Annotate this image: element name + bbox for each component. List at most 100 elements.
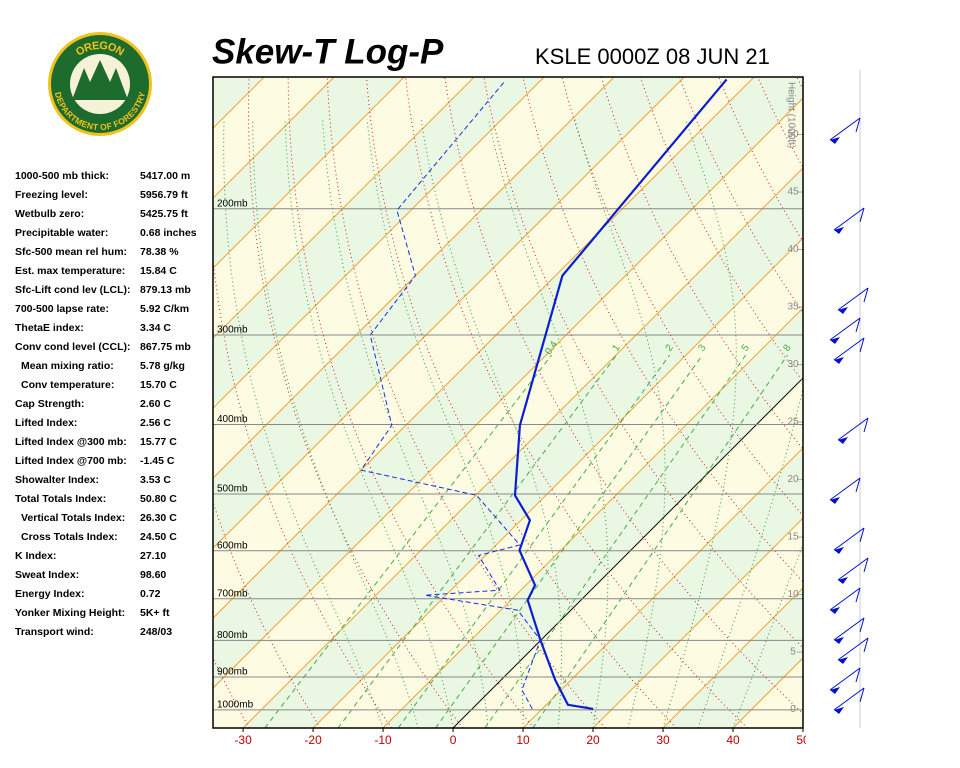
index-label: K Index: [15, 550, 56, 562]
dry-adiabat [248, 77, 464, 728]
isotherm [213, 77, 615, 479]
mixing-ratio-label: 3 [696, 342, 708, 353]
barb-feather [855, 667, 861, 683]
barb-flag [830, 607, 840, 614]
index-label: Freezing level: [15, 189, 88, 201]
isotherm [662, 587, 803, 728]
barb-staff [833, 337, 865, 361]
index-label: Transport wind: [15, 626, 94, 638]
y-tick-label: 900mb [217, 667, 248, 678]
mixing-ratio-line [397, 354, 671, 728]
moist-adiabat [574, 119, 666, 728]
index-label: Lifted Index @700 mb: [15, 455, 127, 467]
y2-tick-label: 25 [787, 417, 799, 428]
index-value: 867.75 mb [140, 341, 191, 353]
chart-title: Skew-T Log-P [212, 32, 444, 71]
index-label: Conv temperature: [21, 379, 114, 391]
moist-adiabat [284, 119, 454, 728]
y-tick-label: 700mb [217, 588, 248, 599]
index-label: Precipitable water: [15, 227, 108, 239]
isotherm [213, 77, 335, 199]
y2-tick-label: 0 [790, 704, 796, 715]
temperature-band [873, 77, 960, 728]
barb-flag [834, 637, 844, 644]
barb-flag [830, 137, 840, 144]
moist-adiabat [322, 119, 489, 728]
y2-tick-label: 5 [790, 647, 796, 658]
y-tick-label: 500mb [217, 484, 248, 495]
isotherm [213, 77, 475, 339]
index-value: 3.53 C [140, 474, 171, 486]
barb-staff [829, 667, 861, 691]
index-value: 5417.00 m [140, 170, 190, 182]
barb-staff [829, 117, 861, 141]
barb-flag [834, 227, 844, 234]
index-label: Total Totals Index: [15, 493, 106, 505]
moist-adiabat [697, 386, 803, 728]
barb-flag [834, 357, 844, 364]
dry-adiabat [522, 77, 803, 583]
barb-staff [837, 287, 869, 311]
y2-tick-label: 50 [787, 129, 799, 140]
barb-feather [863, 637, 869, 653]
barb-feather [859, 687, 865, 703]
y2-tick-label: 15 [787, 532, 799, 543]
moist-adiabat [662, 119, 737, 728]
moist-adiabat [420, 119, 563, 728]
y-tick-label: 600mb [217, 540, 248, 551]
barb-flag [838, 577, 848, 584]
barb-flag [838, 307, 848, 314]
plot: 1000mb 900mb 800mb 700mb 600mb 500mb 400mb 300m… [212, 76, 806, 747]
barb-staff [837, 637, 869, 661]
logo-top: OREGON [74, 40, 126, 59]
isotherm [213, 77, 405, 269]
index-value: 5956.79 ft [140, 189, 188, 201]
isotherm [802, 727, 803, 728]
isotherm [213, 97, 803, 689]
index-label: Est. max temperature: [15, 265, 125, 277]
mixing-ratio-label: 5 [740, 342, 752, 353]
isotherm [213, 77, 545, 409]
barb-staff [837, 417, 869, 441]
barb-staff [833, 207, 865, 231]
barb-feather [855, 477, 861, 493]
barb-flag [830, 687, 840, 694]
barb-flag [830, 337, 840, 344]
dewpoint-line [360, 81, 541, 710]
logo-text: OREGON [74, 40, 126, 59]
barb-flag [838, 657, 848, 664]
barb-staff [829, 477, 861, 501]
index-label: Sfc-Lift cond lev (LCL): [15, 284, 131, 296]
isotherm [382, 307, 803, 728]
isotherm [213, 77, 755, 619]
index-value: 0.72 [140, 588, 161, 600]
index-label: Lifted Index: [15, 417, 77, 429]
plot-background: 0.4 1 2 3 5 8 [213, 75, 960, 728]
barb-staff [833, 617, 865, 641]
index-label: Yonker Mixing Height: [15, 607, 125, 619]
isotherm [522, 447, 803, 728]
temperature-band [213, 77, 803, 689]
mixing-ratio-label: 2 [664, 342, 676, 353]
chart-subtitle: KSLE 0000Z 08 JUN 21 [535, 44, 770, 69]
y-tick-label: 800mb [217, 630, 248, 641]
index-label: Sfc-500 mean rel hum: [15, 246, 127, 258]
dry-adiabat [913, 75, 960, 728]
index-value: 248/03 [140, 626, 172, 638]
index-value: 15.84 C [140, 265, 177, 277]
mixing-ratio-line [264, 354, 552, 728]
index-value: 5.92 C/km [140, 303, 189, 315]
index-label: Showalter Index: [15, 474, 99, 486]
barb-feather [859, 207, 865, 223]
index-label: Sweat Index: [15, 569, 79, 581]
logo-trees [72, 60, 128, 100]
barb-feather [855, 587, 861, 603]
barb-feather [863, 417, 869, 433]
y2-tick-label: 35 [787, 302, 799, 313]
index-label: Conv cond level (CCL): [15, 341, 131, 353]
dry-adiabat [326, 77, 606, 728]
isotherm [452, 377, 803, 728]
moist-adiabat [366, 119, 524, 728]
isotherm [312, 237, 803, 728]
index-value: 5.78 g/kg [140, 360, 185, 372]
